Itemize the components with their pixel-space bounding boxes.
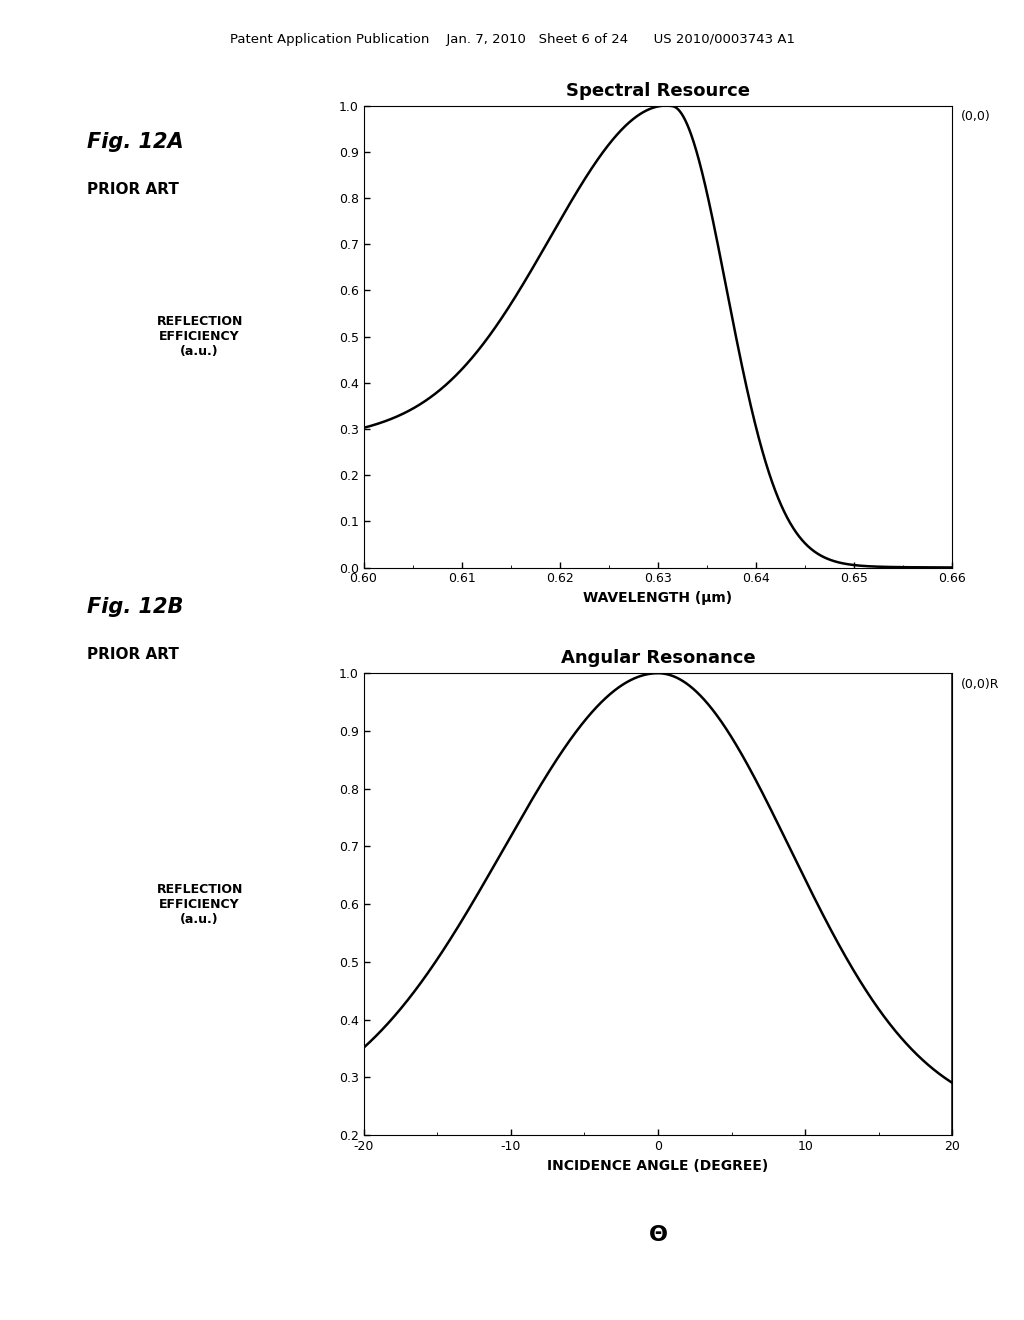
X-axis label: WAVELENGTH (μm): WAVELENGTH (μm) [584,591,732,605]
Text: (0,0): (0,0) [962,111,991,123]
Text: Fig. 12B: Fig. 12B [87,597,183,616]
Title: Angular Resonance: Angular Resonance [560,649,756,668]
Text: (0,0)R: (0,0)R [962,678,999,690]
Text: REFLECTION
EFFICIENCY
(a.u.): REFLECTION EFFICIENCY (a.u.) [157,315,243,358]
Text: Patent Application Publication    Jan. 7, 2010   Sheet 6 of 24      US 2010/0003: Patent Application Publication Jan. 7, 2… [229,33,795,46]
X-axis label: INCIDENCE ANGLE (DEGREE): INCIDENCE ANGLE (DEGREE) [547,1159,769,1172]
Text: PRIOR ART: PRIOR ART [87,182,179,197]
Text: REFLECTION
EFFICIENCY
(a.u.): REFLECTION EFFICIENCY (a.u.) [157,883,243,925]
Text: Θ: Θ [648,1225,668,1245]
Text: Fig. 12A: Fig. 12A [87,132,183,152]
Title: Spectral Resource: Spectral Resource [566,82,750,100]
Text: PRIOR ART: PRIOR ART [87,647,179,661]
